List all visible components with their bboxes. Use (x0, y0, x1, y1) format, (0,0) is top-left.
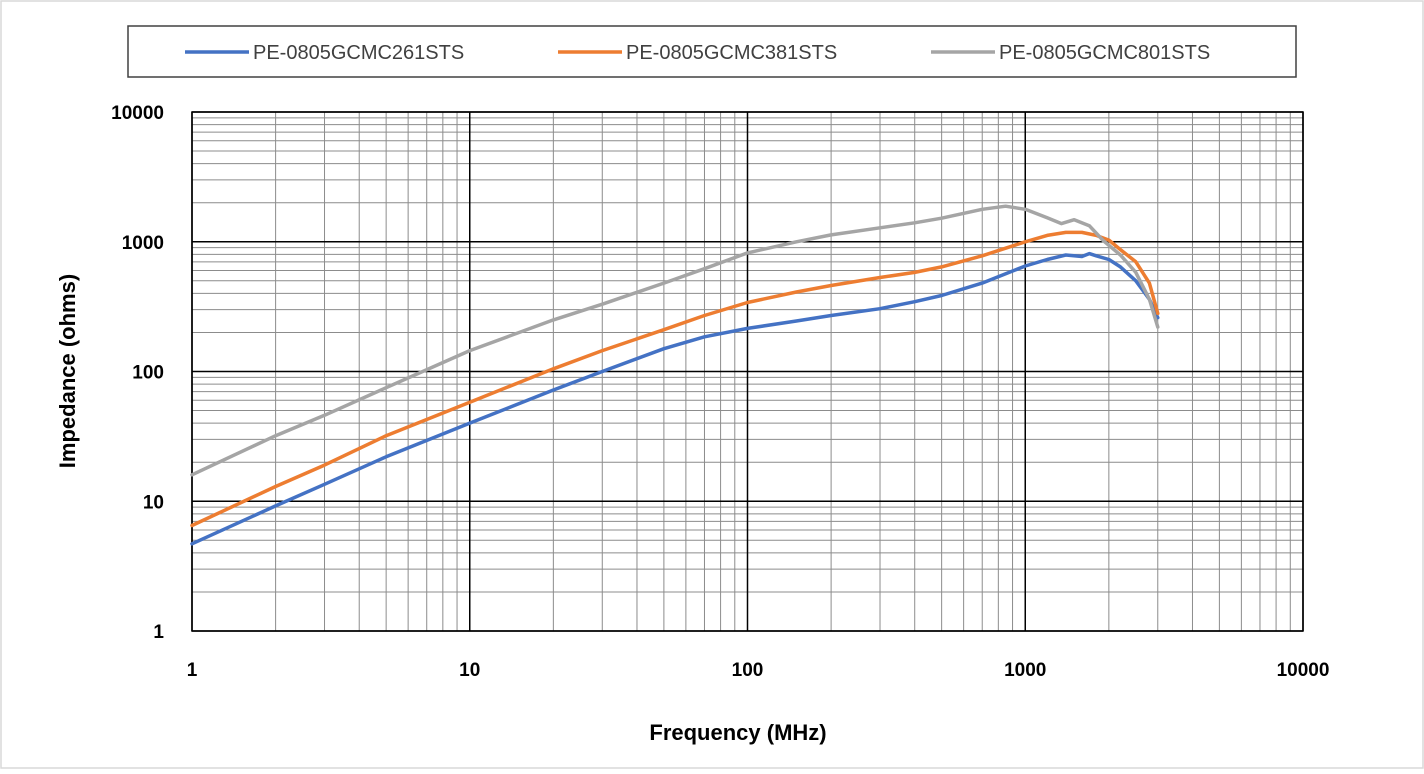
x-axis-title: Frequency (MHz) (649, 720, 826, 745)
series-line-3 (190, 204, 1160, 477)
x-tick-label: 100 (732, 660, 764, 681)
y-tick-label: 10000 (111, 103, 164, 124)
x-tick-label: 10 (459, 660, 480, 681)
legend-label-1: PE-0805GCMC261STS (253, 42, 464, 64)
x-tick-label: 1 (187, 660, 198, 681)
plot-area-border (191, 111, 1304, 632)
y-axis-title: Impedance (ohms) (55, 274, 80, 468)
legend-label-2: PE-0805GCMC381STS (626, 42, 837, 64)
legend: PE-0805GCMC261STS PE-0805GCMC381STS PE-080… (185, 42, 1210, 64)
x-tick-label: 10000 (1277, 660, 1330, 681)
y-tick-label: 10 (143, 492, 164, 513)
y-tick-label: 1 (153, 622, 164, 643)
x-tick-labels: 1 10 100 1000 10000 (187, 660, 1330, 681)
y-tick-label: 100 (132, 363, 164, 384)
series-line-2 (190, 230, 1160, 528)
y-tick-labels: 1 10 100 1000 10000 (111, 103, 164, 643)
x-tick-label: 1000 (1004, 660, 1046, 681)
legend-label-3: PE-0805GCMC801STS (999, 42, 1210, 64)
y-tick-label: 1000 (122, 233, 164, 254)
legend-box (127, 25, 1297, 78)
series-lines (190, 204, 1160, 546)
series-line-1 (190, 251, 1160, 546)
